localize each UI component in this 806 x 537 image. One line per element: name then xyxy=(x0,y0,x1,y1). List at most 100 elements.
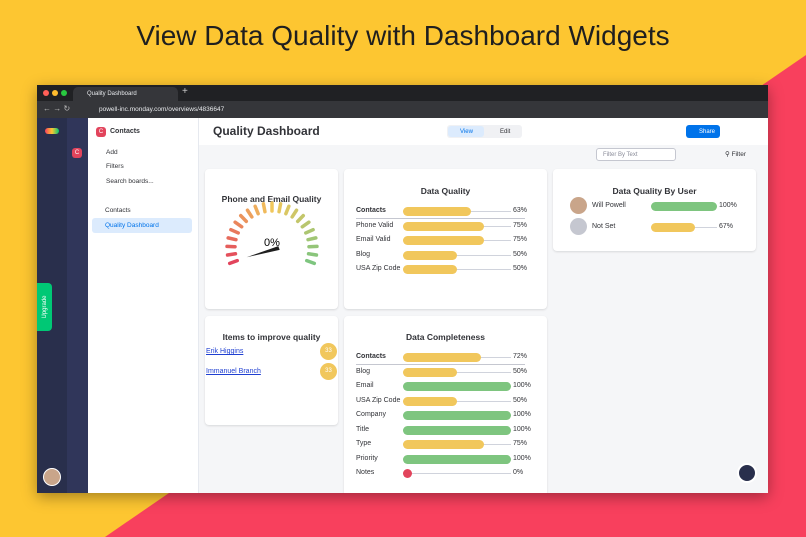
workspace-icon[interactable]: C xyxy=(72,148,82,158)
gauge-needle xyxy=(246,246,280,258)
action[interactable]: Search boards... xyxy=(106,178,154,185)
row-label: Company xyxy=(356,411,386,418)
value-label: 75% xyxy=(513,440,528,447)
workspace-name[interactable]: Contacts xyxy=(110,128,140,135)
gauge-segment xyxy=(238,213,249,224)
board-header: Quality Dashboard View Edit Share xyxy=(199,118,768,145)
gauge-segment xyxy=(253,204,260,216)
gauge-segment xyxy=(304,227,315,235)
item-link[interactable]: Erik Higgins xyxy=(206,348,244,355)
headline: View Data Quality with Dashboard Widgets xyxy=(136,20,670,51)
workspace-badge: C xyxy=(96,127,106,137)
gauge: 0% xyxy=(225,201,319,266)
edit-button[interactable]: Edit xyxy=(500,129,511,135)
gauge-widget: Phone and Email Quality 0% xyxy=(205,169,338,309)
row-label: Contacts xyxy=(356,353,386,360)
gauge-segment xyxy=(227,258,239,266)
workspace-nav: C xyxy=(67,118,88,493)
gauge-segment xyxy=(226,236,238,242)
row-label: Contacts xyxy=(356,207,386,214)
min-dot[interactable] xyxy=(52,90,58,96)
bar-track xyxy=(403,371,511,373)
widget-title: Phone and Email Quality xyxy=(221,194,322,204)
widget-title: Data Completeness xyxy=(406,332,485,342)
bar-track xyxy=(403,254,511,256)
value-label: 0% xyxy=(513,469,524,476)
help-button[interactable] xyxy=(737,463,757,483)
tab-title: Quality Dashboard xyxy=(87,91,137,97)
bar xyxy=(403,250,457,260)
row-label: Type xyxy=(356,440,372,447)
view-button[interactable]: View xyxy=(448,126,484,137)
share-button[interactable]: Share xyxy=(686,125,720,138)
nav-buttons[interactable]: ← → ↻ xyxy=(43,104,71,113)
widget-title: Data Quality xyxy=(420,186,471,196)
gauge-segment xyxy=(284,204,291,216)
active-item[interactable]: Quality Dashboard xyxy=(92,218,192,233)
close-dot[interactable] xyxy=(43,90,49,96)
completeness-widget: Data Completeness Contacts 72% Blog 50% Email… xyxy=(344,316,547,493)
bar-track xyxy=(403,473,511,474)
gauge-segment xyxy=(295,213,306,224)
upgrade-button[interactable]: Upgrade xyxy=(37,283,52,331)
new-tab[interactable]: + xyxy=(182,86,188,97)
gauge-value: 0% xyxy=(264,237,280,249)
row-label: Blog xyxy=(356,250,371,258)
gauge-segment xyxy=(300,220,311,229)
bar xyxy=(403,396,457,406)
user-quality-widget: Data Quality By User Will Powell 100% Not S… xyxy=(553,169,756,251)
value-label: 75% xyxy=(513,221,528,229)
gauge-segment xyxy=(277,202,283,214)
view-label: View xyxy=(460,129,473,135)
gauge-segment xyxy=(225,252,238,257)
value-label: 63% xyxy=(513,207,528,214)
value-label: 50% xyxy=(513,367,528,375)
user-avatar[interactable] xyxy=(43,468,61,486)
bar xyxy=(403,367,457,377)
bar xyxy=(403,207,472,216)
widget-title: Data Quality By User xyxy=(612,186,697,196)
value-label: 100% xyxy=(513,454,531,462)
share-label: Share xyxy=(699,129,716,135)
value-label: 67% xyxy=(719,223,734,230)
row-label: USA Zip Code xyxy=(356,396,401,404)
bar xyxy=(403,265,457,274)
action[interactable]: Add xyxy=(106,149,118,156)
row-label: Email Valid xyxy=(356,236,391,243)
bar xyxy=(403,382,511,391)
value-label: 72% xyxy=(513,353,528,360)
bar xyxy=(403,236,484,245)
board-link: Quality Dashboard xyxy=(105,222,159,229)
tab[interactable]: Quality Dashboard xyxy=(73,87,178,101)
gauge-segment xyxy=(229,227,240,235)
separator xyxy=(356,218,525,219)
item-link[interactable]: Immanuel Branch xyxy=(206,368,261,375)
gauge-segment xyxy=(305,258,317,266)
row-label: Email xyxy=(356,382,374,389)
data-quality-widget: Data Quality Contacts 63% Phone Valid 75% Ema… xyxy=(344,169,547,309)
logo[interactable] xyxy=(45,128,59,134)
mode-toggle: View Edit xyxy=(447,125,522,138)
filter-placeholder: Filter By Text xyxy=(603,152,638,158)
row-label: USA Zip Code xyxy=(356,265,401,272)
bar-track xyxy=(403,269,511,270)
action[interactable]: Filters xyxy=(106,163,124,170)
score-badge: 33 xyxy=(320,363,337,380)
gauge-segment xyxy=(290,208,299,219)
browser-window: Quality Dashboard + ← → ↻ powell-inc.mon… xyxy=(37,85,768,493)
filter-label: Filter xyxy=(731,151,747,158)
max-dot[interactable] xyxy=(61,90,67,96)
board-link[interactable]: Contacts xyxy=(105,207,131,214)
sidebar: C Contacts Add Filters Search boards... … xyxy=(88,118,199,493)
bar xyxy=(651,202,717,211)
url[interactable]: powell-inc.monday.com/overviews/4836647 xyxy=(99,106,225,113)
main-nav: Upgrade xyxy=(37,118,67,493)
filter-input[interactable]: Filter By Text xyxy=(596,148,676,161)
value-label: 75% xyxy=(513,236,528,243)
row-label: Phone Valid xyxy=(356,221,394,229)
board-title: Quality Dashboard xyxy=(213,124,320,138)
value-label: 100% xyxy=(719,202,737,209)
bar xyxy=(403,440,484,449)
filter-button[interactable]: ⚲ Filter xyxy=(725,151,747,158)
items-widget: Items to improve quality Erik Higgins 33 Im… xyxy=(205,316,338,425)
